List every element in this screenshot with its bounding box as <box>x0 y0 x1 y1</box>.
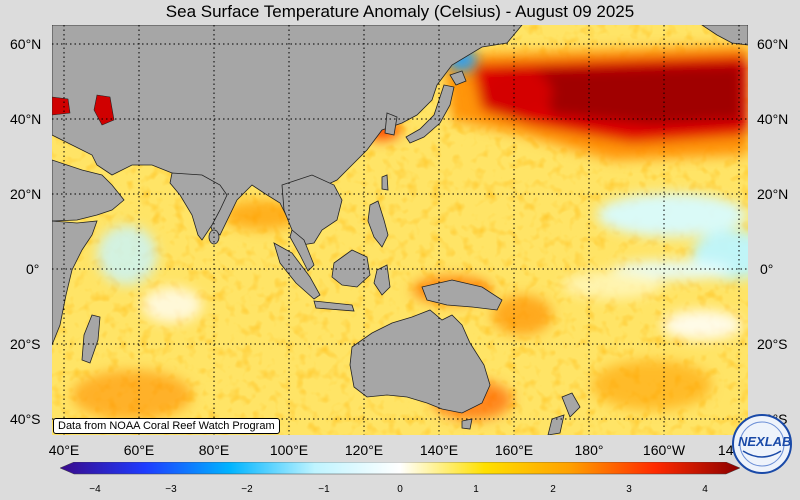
lat-label-right-0: 0° <box>760 261 774 277</box>
sumatra <box>273 242 321 300</box>
colorbar-tick-4: 4 <box>702 484 708 495</box>
lat-label-left-60n: 60°N <box>10 36 42 52</box>
lat-label-right-20s: 20°S <box>757 336 788 352</box>
colorbar-tick-neg4: −4 <box>89 484 101 495</box>
colorbar <box>60 462 740 475</box>
africa-landmass <box>52 220 98 346</box>
lat-label-right-60n: 60°N <box>757 36 789 52</box>
colorbar-tick-neg1: −1 <box>318 484 330 495</box>
sst-anomaly-map <box>52 25 748 435</box>
lat-label-right-20n: 20°N <box>757 186 789 202</box>
lat-label-left-20s: 20°S <box>10 336 41 352</box>
lon-label-120e: 120°E <box>344 442 384 458</box>
philippines <box>367 200 389 248</box>
colorbar-tick-3: 3 <box>626 484 632 495</box>
colorbar-tick-neg2: −2 <box>241 484 253 495</box>
australia <box>349 309 491 414</box>
malay-peninsula <box>289 229 315 272</box>
lat-label-right-40n: 40°N <box>757 111 789 127</box>
map-title: Sea Surface Temperature Anomaly (Celsius… <box>165 2 635 21</box>
lat-label-left-20n: 20°N <box>10 186 42 202</box>
hokkaido <box>449 70 467 86</box>
colorbar-tick-0: 0 <box>397 484 403 495</box>
arabia-landmass <box>52 159 125 222</box>
borneo <box>331 249 371 288</box>
land-masses <box>52 25 748 435</box>
colorbar-gradient <box>60 462 740 475</box>
colorbar-tick-1: 1 <box>473 484 479 495</box>
map-canvas <box>52 25 748 435</box>
lon-label-160e: 160°E <box>494 442 534 458</box>
lon-label-80e: 80°E <box>198 442 230 458</box>
lat-label-left-0: 0° <box>26 261 40 277</box>
lon-label-100e: 100°E <box>269 442 309 458</box>
logo-text: NEXLAB <box>738 434 792 449</box>
graticule <box>52 25 748 435</box>
japan <box>405 84 455 144</box>
madagascar <box>81 314 101 364</box>
new-zealand <box>547 392 581 435</box>
colorbar-tick-2: 2 <box>550 484 556 495</box>
lon-label-40e: 40°E <box>48 442 80 458</box>
lon-label-60e: 60°E <box>123 442 155 458</box>
lat-label-left-40s: 40°S <box>10 411 41 427</box>
inland-seas <box>52 94 115 126</box>
warm-anomaly-regions <box>72 45 748 420</box>
new-guinea <box>421 279 503 311</box>
data-credit: Data from NOAA Coral Reef Watch Program <box>53 418 280 434</box>
cool-anomaly-regions <box>97 48 748 340</box>
nexlab-logo <box>732 414 792 474</box>
lon-label-180: 180° <box>574 442 604 458</box>
lon-label-160w: 160°W <box>642 442 686 458</box>
colorbar-tick-neg3: −3 <box>165 484 177 495</box>
lat-label-left-40n: 40°N <box>10 111 42 127</box>
lon-label-140e: 140°E <box>419 442 459 458</box>
india <box>169 172 228 241</box>
